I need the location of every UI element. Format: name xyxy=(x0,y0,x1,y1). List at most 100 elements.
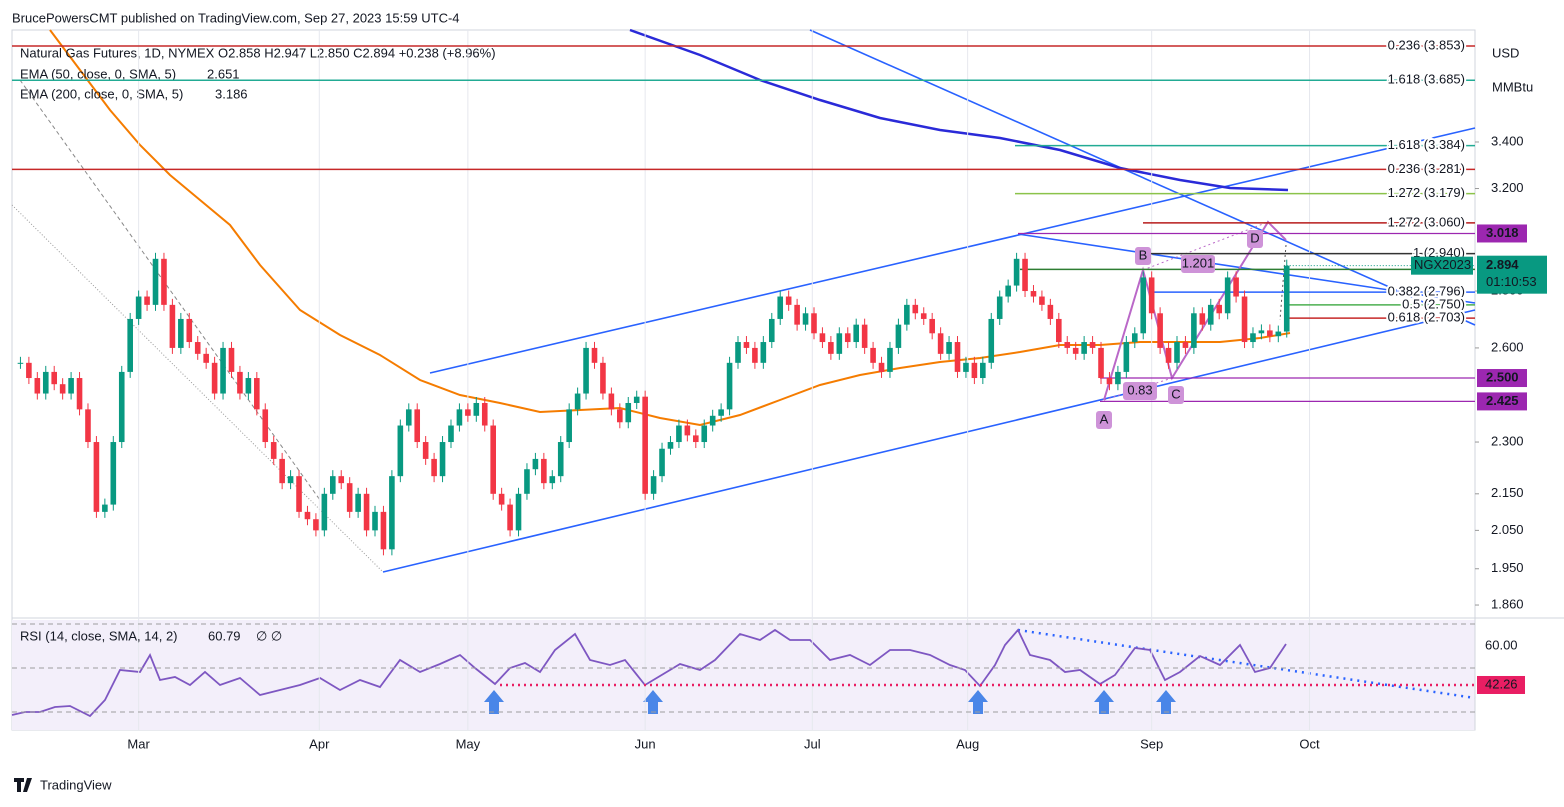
candle xyxy=(118,371,125,443)
candle xyxy=(836,333,843,354)
candle xyxy=(262,409,269,443)
arrows xyxy=(484,690,1176,714)
candle xyxy=(228,347,235,372)
candle xyxy=(85,409,91,443)
indicator-value: 2.651 xyxy=(207,66,240,81)
candle xyxy=(735,342,741,363)
last-price-box xyxy=(1477,255,1547,294)
candle xyxy=(1081,342,1087,354)
candle xyxy=(549,476,556,484)
logo xyxy=(14,778,32,792)
candle xyxy=(363,493,370,531)
level-label: 3.018 xyxy=(1486,225,1519,240)
candle xyxy=(904,304,910,325)
currency: USD xyxy=(1492,45,1519,60)
indicator-name: EMA (50, close, 0, SMA, 5) xyxy=(20,66,176,81)
rsi-title: RSI (14, close, SMA, 14, 2) xyxy=(20,628,178,643)
pattern-label: D xyxy=(1250,230,1259,245)
candle xyxy=(777,296,784,319)
symbol: NGX2023 xyxy=(1414,257,1471,272)
candle xyxy=(254,378,260,410)
candle xyxy=(541,458,547,484)
candle xyxy=(279,458,285,484)
candle xyxy=(887,347,893,372)
candle xyxy=(557,442,564,477)
candle xyxy=(693,435,699,443)
pattern-label-box xyxy=(1181,255,1215,273)
candle xyxy=(895,324,902,348)
candle xyxy=(811,313,817,334)
candle xyxy=(1005,285,1011,297)
candle xyxy=(600,362,606,394)
candle xyxy=(59,384,66,394)
y-tick-label: 3.200 xyxy=(1491,180,1524,195)
candle xyxy=(17,362,24,364)
candle xyxy=(743,342,750,348)
candle xyxy=(1056,318,1062,343)
candle xyxy=(439,442,446,477)
candle xyxy=(42,371,49,394)
pattern-label-box xyxy=(1247,230,1263,248)
level-label-box xyxy=(1477,224,1527,243)
candle xyxy=(828,342,834,354)
ema-50 xyxy=(49,29,1291,427)
candle xyxy=(422,442,429,459)
candle xyxy=(389,476,395,550)
candle xyxy=(1267,330,1273,337)
candle xyxy=(1283,265,1290,332)
pattern-label: 1.201 xyxy=(1182,255,1215,270)
candle xyxy=(237,371,243,394)
candle xyxy=(127,318,133,372)
candle xyxy=(1022,258,1028,292)
pattern-label: 0.83 xyxy=(1127,382,1152,397)
candle xyxy=(287,476,294,484)
candle xyxy=(676,425,682,443)
candle xyxy=(498,493,505,505)
candle xyxy=(355,493,361,512)
fib-label: 1.618 (3.384) xyxy=(1388,137,1465,152)
candle xyxy=(853,324,860,343)
footer: TradingView xyxy=(40,777,112,792)
candle xyxy=(507,504,513,531)
candle xyxy=(971,362,978,379)
candle xyxy=(372,511,378,531)
candle xyxy=(144,296,150,305)
pattern-label-box xyxy=(1123,382,1157,400)
candle xyxy=(135,296,142,319)
candle xyxy=(34,378,41,394)
candle xyxy=(1089,342,1096,348)
candle xyxy=(1098,347,1104,379)
level-label: 2.500 xyxy=(1486,369,1519,384)
candle xyxy=(1174,342,1180,363)
candle xyxy=(1106,378,1113,385)
candle xyxy=(946,342,952,354)
candle xyxy=(93,442,100,512)
last-price: 2.894 xyxy=(1486,257,1519,272)
candle xyxy=(785,296,792,305)
y-tick-label: 2.150 xyxy=(1491,485,1524,500)
x-tick-label: Aug xyxy=(956,736,979,751)
candle xyxy=(1030,291,1037,297)
candle xyxy=(1182,342,1189,348)
unit: MMBtu xyxy=(1492,79,1533,94)
candle xyxy=(1224,277,1231,314)
candle xyxy=(481,402,488,426)
pattern-label-box xyxy=(1096,411,1112,429)
candle xyxy=(819,333,826,343)
rsi-tick-label: 60.00 xyxy=(1485,637,1518,652)
candle xyxy=(321,493,328,531)
x-tick-label: Mar xyxy=(127,736,150,751)
fib-label: 1.272 (3.060) xyxy=(1388,214,1465,229)
candle xyxy=(980,362,986,379)
candle xyxy=(726,362,733,410)
rsi-support-box xyxy=(1477,675,1525,694)
candle xyxy=(937,333,944,354)
trend-down xyxy=(809,29,1476,326)
candle xyxy=(1013,258,1020,286)
candle xyxy=(1250,333,1256,343)
candle xyxy=(667,442,674,449)
candle xyxy=(1072,347,1079,354)
y-tick-label: 1.950 xyxy=(1491,560,1524,575)
candle xyxy=(1157,313,1163,348)
